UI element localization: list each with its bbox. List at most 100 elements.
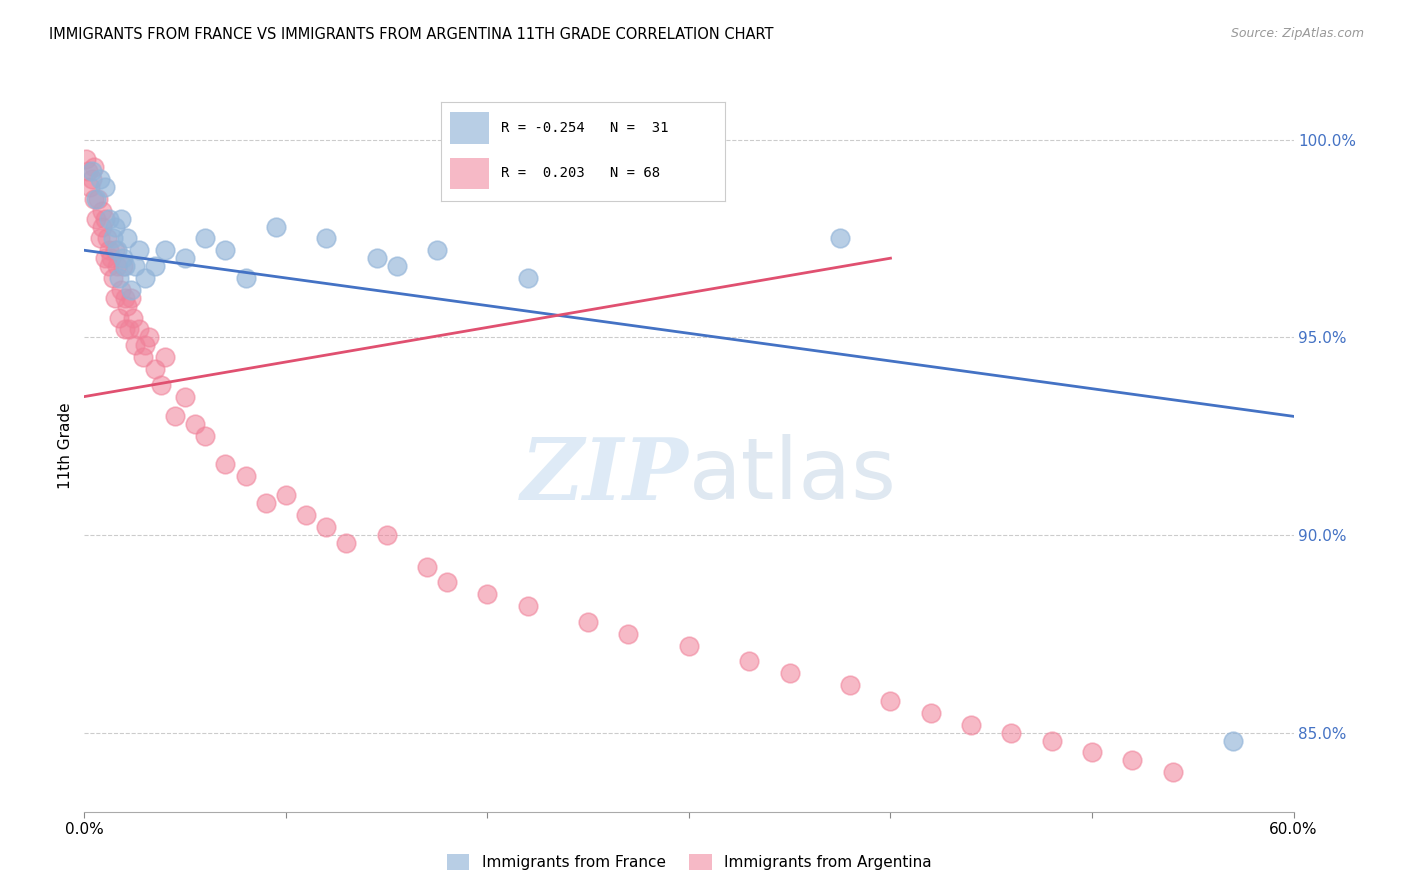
Point [134,338,156,352]
Point [516,599,538,614]
Point [132,350,155,364]
Point [120,291,142,305]
Point [194,231,217,245]
Point [426,244,449,258]
Point [617,627,640,641]
Point [174,251,197,265]
Point [114,259,136,273]
Point [153,244,176,258]
Point [235,271,257,285]
Point [138,330,160,344]
Text: atlas: atlas [689,434,897,516]
Point [93,180,115,194]
Point [89,231,111,245]
Point [184,417,207,432]
Point [93,251,115,265]
Point [516,271,538,285]
Point [174,390,197,404]
Point [120,283,142,297]
Point [576,615,599,629]
Point [128,244,150,258]
Point [416,559,439,574]
Point [91,219,114,234]
Point [86,211,108,226]
Point [105,259,128,273]
Point [879,694,901,708]
Point [105,244,128,258]
Point [1121,753,1143,767]
Point [264,219,287,234]
Point [82,164,104,178]
Point [1222,733,1244,747]
Point [124,338,146,352]
Point [315,231,337,245]
Point [121,310,143,325]
Point [738,655,761,669]
Point [235,468,257,483]
Point [82,172,104,186]
Text: IMMIGRANTS FROM FRANCE VS IMMIGRANTS FROM ARGENTINA 11TH GRADE CORRELATION CHART: IMMIGRANTS FROM FRANCE VS IMMIGRANTS FRO… [49,27,773,42]
Point [114,322,136,336]
Point [165,409,187,424]
Point [91,203,114,218]
Point [104,291,127,305]
Point [128,322,150,336]
Point [254,496,277,510]
Point [118,322,141,336]
Point [87,192,110,206]
Point [295,508,318,523]
Point [335,536,357,550]
Point [375,528,398,542]
Point [77,164,100,178]
Point [830,231,852,245]
Point [477,587,499,601]
Point [104,219,127,234]
Point [960,717,983,731]
Point [385,259,408,273]
Point [1040,733,1063,747]
Point [89,172,111,186]
Text: ZIP: ZIP [522,434,689,517]
Point [111,251,134,265]
Point [214,244,236,258]
Legend: Immigrants from France, Immigrants from Argentina: Immigrants from France, Immigrants from … [447,854,931,870]
Point [143,259,166,273]
Point [97,244,120,258]
Point [1161,765,1184,780]
Y-axis label: 11th Grade: 11th Grade [58,402,73,490]
Point [83,161,105,175]
Point [93,211,115,226]
Point [143,362,166,376]
Point [107,310,129,325]
Point [111,259,134,273]
Point [97,211,120,226]
Point [114,291,136,305]
Point [436,575,458,590]
Point [149,377,172,392]
Point [1081,746,1104,760]
Point [366,251,388,265]
Point [115,299,138,313]
Point [214,457,236,471]
Point [920,706,942,720]
Point [86,192,108,206]
Point [839,678,862,692]
Point [96,231,118,245]
Point [100,251,122,265]
Point [274,488,297,502]
Point [110,211,132,226]
Point [124,259,146,273]
Point [194,429,217,443]
Text: Source: ZipAtlas.com: Source: ZipAtlas.com [1230,27,1364,40]
Point [678,639,700,653]
Point [101,271,124,285]
Point [107,271,129,285]
Point [101,231,124,245]
Point [83,192,105,206]
Point [315,520,337,534]
Point [134,271,156,285]
Point [153,350,176,364]
Point [79,180,101,194]
Point [75,153,97,167]
Point [1000,725,1022,739]
